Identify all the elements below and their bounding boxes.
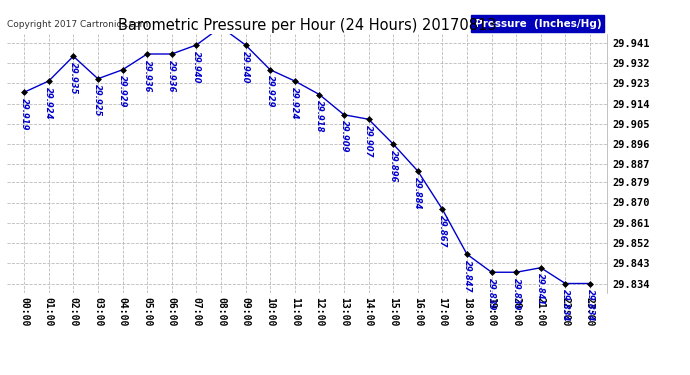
- Text: 29.896: 29.896: [388, 150, 397, 182]
- Text: 29.940: 29.940: [241, 51, 250, 83]
- Text: 29.935: 29.935: [69, 62, 78, 94]
- Text: 29.834: 29.834: [561, 289, 570, 321]
- Text: 29.924: 29.924: [44, 87, 53, 119]
- Text: 29.940: 29.940: [192, 51, 201, 83]
- Text: 29.918: 29.918: [315, 100, 324, 132]
- Text: 29.936: 29.936: [167, 60, 176, 92]
- Text: 29.834: 29.834: [586, 289, 595, 321]
- Text: Copyright 2017 Cartronics.com: Copyright 2017 Cartronics.com: [7, 20, 148, 28]
- Text: 29.929: 29.929: [118, 75, 127, 108]
- Text: 29.919: 29.919: [19, 98, 28, 130]
- Text: 29.839: 29.839: [487, 278, 496, 310]
- Text: 29.839: 29.839: [512, 278, 521, 310]
- Text: Pressure  (Inches/Hg): Pressure (Inches/Hg): [475, 19, 601, 28]
- Title: Barometric Pressure per Hour (24 Hours) 20170813: Barometric Pressure per Hour (24 Hours) …: [118, 18, 496, 33]
- Text: 29.884: 29.884: [413, 177, 422, 209]
- Text: 29.867: 29.867: [438, 215, 447, 247]
- Text: 29.929: 29.929: [266, 75, 275, 108]
- Text: 29.948: 29.948: [0, 374, 1, 375]
- Text: 29.925: 29.925: [93, 84, 102, 117]
- Text: 29.847: 29.847: [462, 260, 471, 292]
- Text: 29.841: 29.841: [536, 273, 545, 306]
- Text: 29.936: 29.936: [143, 60, 152, 92]
- Text: 29.909: 29.909: [339, 120, 348, 153]
- Text: 29.924: 29.924: [290, 87, 299, 119]
- Text: 29.907: 29.907: [364, 125, 373, 157]
